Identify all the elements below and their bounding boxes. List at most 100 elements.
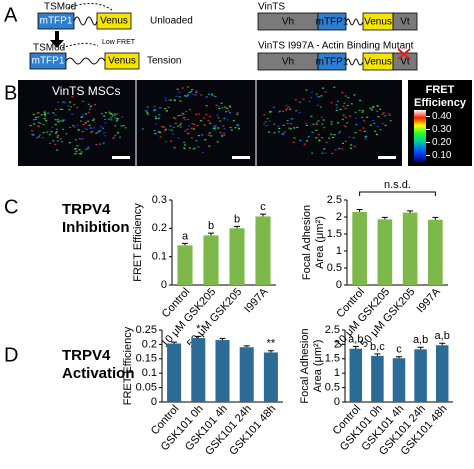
speckle [208, 132, 211, 134]
scale-bar [112, 156, 130, 159]
speckle [84, 128, 87, 130]
speckle [164, 129, 167, 131]
speckle [278, 110, 281, 112]
speckle [238, 128, 241, 130]
speckle [38, 134, 41, 136]
panel-title: TRPV4 [62, 201, 111, 218]
speckle [55, 131, 58, 133]
speckle [273, 132, 276, 134]
speckle [179, 126, 182, 128]
speckle [381, 113, 384, 115]
speckle [305, 89, 308, 91]
speckle [64, 102, 67, 104]
vints-construct: Vh mTFP1 Venus Vt [257, 12, 418, 31]
speckle [344, 126, 347, 128]
significance-label: ** [267, 338, 276, 350]
speckle [75, 150, 78, 152]
speckle [369, 124, 372, 126]
speckle [324, 91, 327, 93]
speckle [37, 136, 40, 138]
speckle [376, 125, 379, 128]
speckle [296, 126, 299, 129]
linker [65, 57, 106, 65]
speckle [205, 96, 208, 98]
domain-label: Venus [364, 57, 392, 68]
speckle [49, 142, 52, 144]
speckle [31, 133, 34, 136]
speckle [186, 133, 189, 135]
speckle [269, 111, 272, 113]
significance-label: a,b [435, 330, 450, 342]
speckle [188, 91, 191, 94]
speckle [62, 121, 64, 123]
speckle [221, 134, 224, 136]
speckle [299, 139, 302, 141]
speckle [73, 148, 76, 150]
speckle [337, 122, 340, 124]
speckle [359, 129, 362, 132]
speckle [315, 137, 318, 139]
fret-note: Low FRET [102, 39, 136, 46]
domain-label: mTFP1 [316, 17, 349, 28]
speckle [54, 132, 57, 134]
y-tick-label: 0 [336, 279, 342, 291]
speckle [339, 108, 342, 110]
speckle [158, 114, 161, 116]
speckle [146, 112, 149, 114]
speckle [98, 143, 101, 145]
colorbar-tick-label: 0.30 [432, 124, 452, 135]
speckle [79, 120, 82, 122]
speckle [61, 141, 63, 143]
speckle [57, 134, 60, 136]
speckle [104, 118, 107, 120]
speckle [336, 107, 339, 109]
significance-label: b [208, 220, 214, 232]
speckle [141, 128, 144, 130]
speckle [354, 111, 357, 113]
panel-label: D [4, 344, 18, 366]
speckle [164, 128, 167, 130]
speckle [88, 124, 91, 126]
speckle [113, 113, 116, 115]
speckle [230, 129, 233, 131]
speckle [185, 110, 188, 113]
panel-label: B [4, 82, 17, 104]
speckle [191, 89, 194, 91]
speckle [72, 125, 75, 127]
speckle [372, 106, 375, 108]
speckle [308, 100, 311, 102]
speckle [319, 106, 322, 108]
speckle [43, 111, 46, 113]
speckle [355, 117, 358, 119]
speckle [77, 128, 80, 131]
speckle [197, 113, 200, 115]
speckle [381, 122, 384, 125]
speckle [54, 114, 57, 116]
colorbar-title: Efficiency [414, 97, 467, 109]
significance-label: a,b [348, 333, 363, 345]
speckle [44, 112, 46, 114]
speckle [282, 124, 285, 126]
speckle [56, 140, 59, 142]
significance-label: c [260, 201, 266, 213]
bar [191, 338, 206, 402]
speckle [159, 136, 162, 138]
speckle [322, 119, 325, 121]
speckle [49, 133, 52, 135]
speckle [95, 132, 97, 134]
speckle [338, 148, 341, 150]
speckle [315, 93, 318, 95]
speckle [188, 147, 191, 149]
speckle [322, 87, 325, 89]
acceptor-box [96, 12, 132, 30]
y-axis-label: FRET Efficiency [122, 326, 134, 405]
linker [73, 16, 98, 26]
speckle [45, 120, 48, 122]
speckle [42, 132, 45, 134]
error-bar [396, 356, 402, 359]
speckle [191, 123, 194, 125]
speckle [341, 148, 344, 150]
speckle [212, 127, 215, 129]
speckle [338, 132, 340, 134]
